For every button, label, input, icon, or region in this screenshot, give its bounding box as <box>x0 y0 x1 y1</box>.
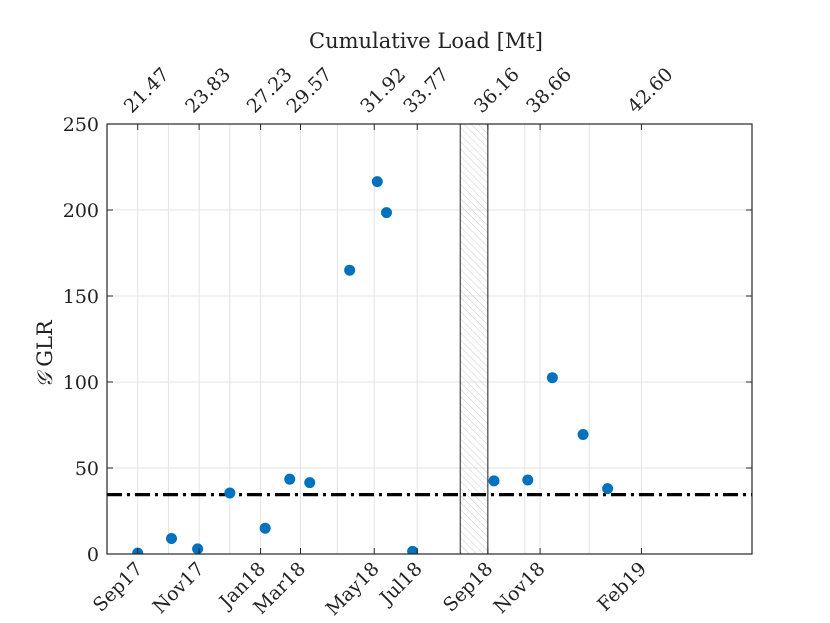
data-point <box>381 207 392 219</box>
data-point <box>166 533 177 545</box>
y-axis-title-text: GLR <box>33 319 57 367</box>
data-point <box>259 522 271 534</box>
top-tick-label: 33.77 <box>399 64 453 118</box>
y-tick-label: 100 <box>63 372 99 394</box>
y-axis-title: 𝒢 GLR <box>33 319 57 388</box>
data-point <box>304 477 316 489</box>
data-point <box>407 545 419 554</box>
x-tick-label: May18 <box>322 558 384 620</box>
plot-frame <box>106 123 753 555</box>
x-tick-label: Sep17 <box>89 558 147 616</box>
data-point <box>546 372 558 384</box>
data-point <box>602 483 614 495</box>
x-tick-label: Nov17 <box>149 558 209 618</box>
data-point <box>488 475 500 487</box>
top-tick-label: 42.60 <box>623 64 677 118</box>
top-axis-title: Cumulative Load [Mt] <box>309 29 543 53</box>
data-point <box>371 176 383 188</box>
y-tick-label: 200 <box>63 200 99 222</box>
top-tick-label: 38.66 <box>522 64 576 118</box>
plot-background <box>107 124 752 554</box>
gridlines <box>107 123 752 555</box>
y-axis-title-symbol: 𝒢 <box>33 370 57 388</box>
data-point <box>224 487 236 499</box>
y-tick-label: 50 <box>75 458 99 480</box>
top-tick-label: 31.92 <box>356 64 410 118</box>
data-point <box>577 428 589 440</box>
x-tick-label: Sep18 <box>439 558 497 616</box>
y-tick-label: 150 <box>63 286 99 308</box>
data-point <box>192 543 204 554</box>
x-tick-label: Jul18 <box>374 558 426 610</box>
data-point <box>284 473 296 485</box>
top-tick-label: 36.16 <box>470 64 524 118</box>
data-point <box>522 474 534 486</box>
top-tick-label: 29.57 <box>282 64 336 118</box>
y-tick-label: 250 <box>63 114 99 136</box>
y-axis: 0 50 100 150 200 250 <box>63 114 752 566</box>
shaded-interval <box>459 124 489 554</box>
shaded-interval-fill <box>460 124 488 554</box>
y-tick-label: 0 <box>87 544 99 566</box>
x-tick-label: Nov18 <box>490 558 550 618</box>
x-tick-label: Feb19 <box>593 558 651 616</box>
top-tick-label: 23.83 <box>181 64 235 118</box>
data-point <box>344 264 356 276</box>
top-tick-label: 21.47 <box>120 64 174 118</box>
top-tick-label: 27.23 <box>243 64 297 118</box>
